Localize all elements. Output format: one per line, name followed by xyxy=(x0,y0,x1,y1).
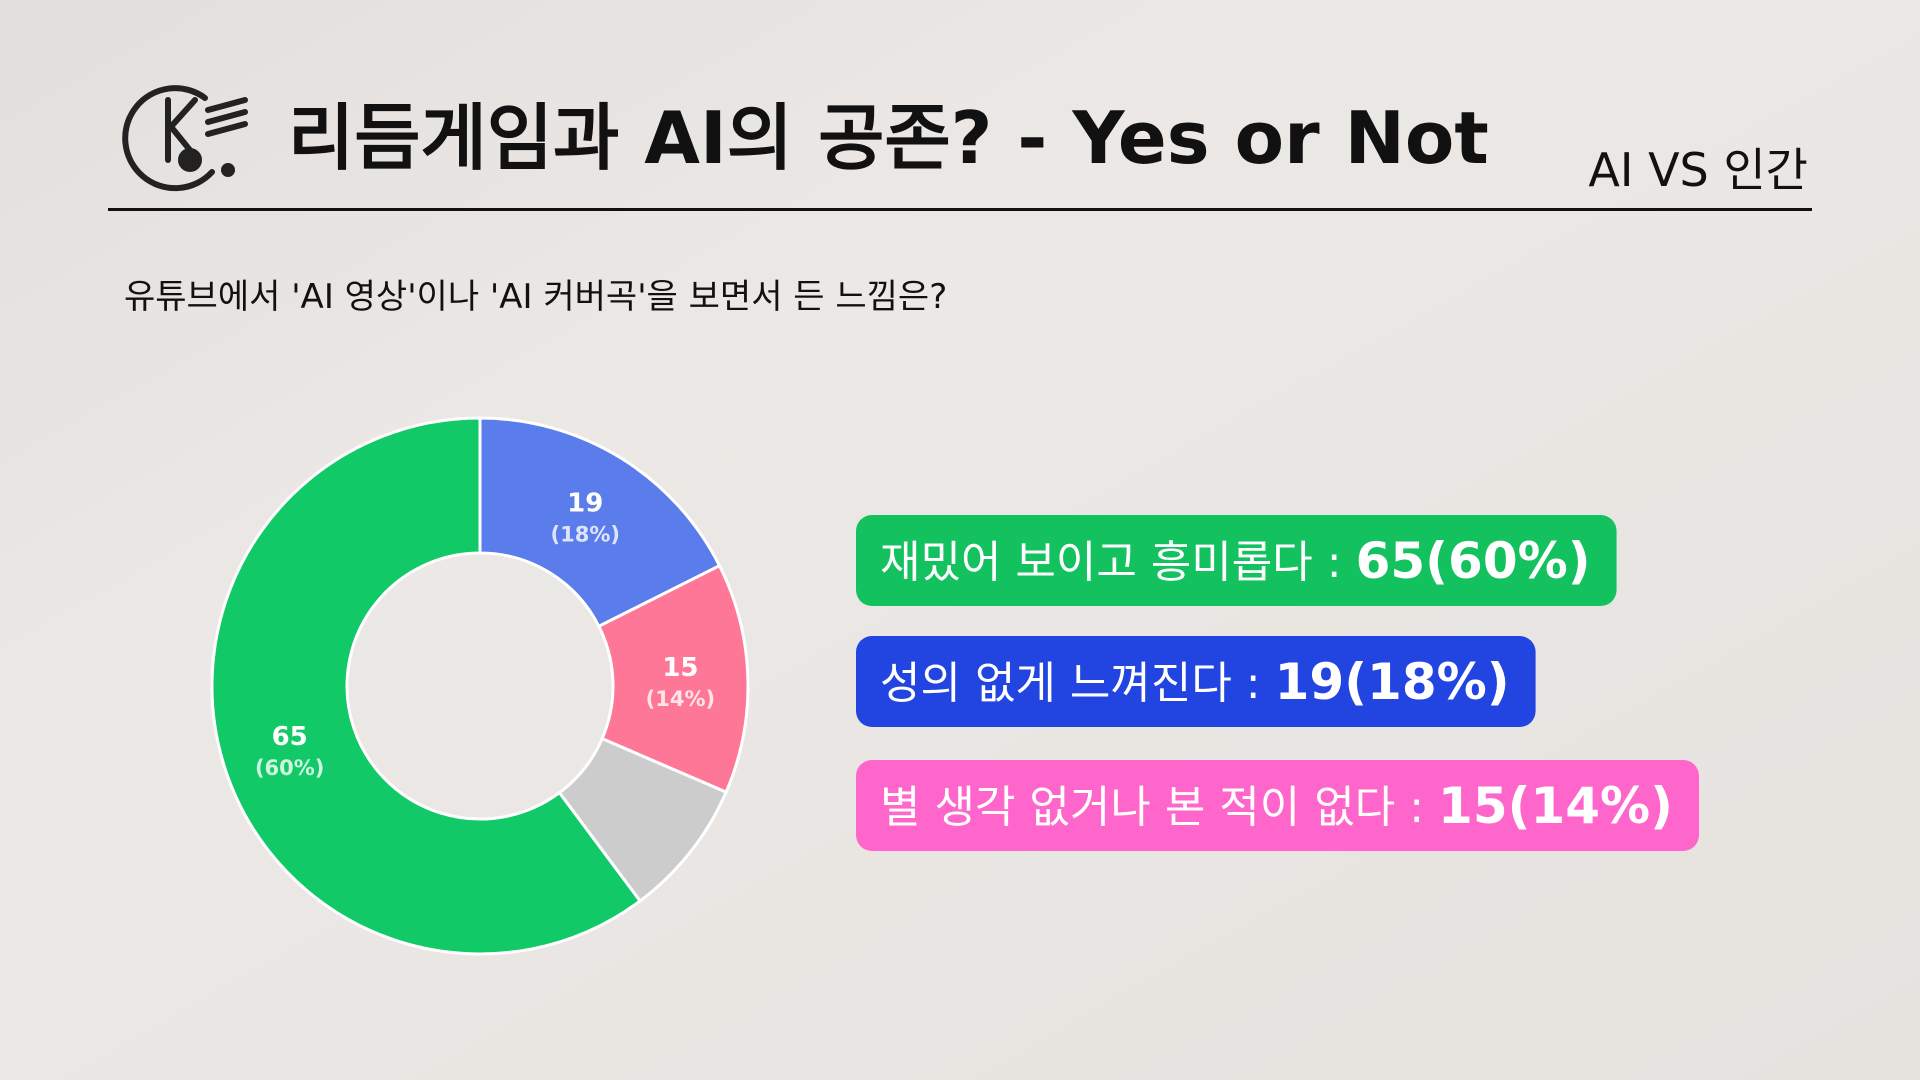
donut-slice xyxy=(596,563,750,795)
data-label: 19 xyxy=(567,488,603,518)
logo xyxy=(122,85,248,192)
legend-box xyxy=(856,636,1536,727)
title: 리듬게임과 AI의 공존? - Yes or Not xyxy=(288,96,1489,180)
tag: AI VS 인간 xyxy=(1588,143,1808,197)
legend: 재밌어 보이고 흥미롭다 : 65(60%) 성의 없게 느껴진다 : 19(18%)… xyxy=(856,515,1699,851)
divider xyxy=(108,208,1812,211)
donut-chart: 19 (18%) 15 (14%) 65 (60%) xyxy=(210,416,750,956)
data-label: 15 xyxy=(662,653,698,683)
legend-label: 별 생각 없거나 본 적이 없다 : xyxy=(880,782,1424,833)
legend-value: 15(14%) xyxy=(1438,777,1673,835)
donut-slice xyxy=(478,416,722,629)
legend-value: 19(18%) xyxy=(1275,653,1510,711)
legend-value: 65(60%) xyxy=(1356,532,1591,590)
legend-box xyxy=(856,515,1617,606)
legend-label: 재밌어 보이고 흥미롭다 : xyxy=(880,537,1342,588)
percent-label: (14%) xyxy=(646,687,715,711)
legend-box xyxy=(856,760,1699,851)
donut-slice xyxy=(210,416,643,956)
data-label: 65 xyxy=(272,722,308,752)
legend-label: 성의 없게 느껴진다 : xyxy=(880,658,1261,709)
percent-label: (60%) xyxy=(255,756,324,780)
question: 유튜브에서 'AI 영상'이나 'AI 커버곡'을 보면서 든 느낌은? xyxy=(124,277,947,317)
percent-label: (18%) xyxy=(551,522,620,546)
